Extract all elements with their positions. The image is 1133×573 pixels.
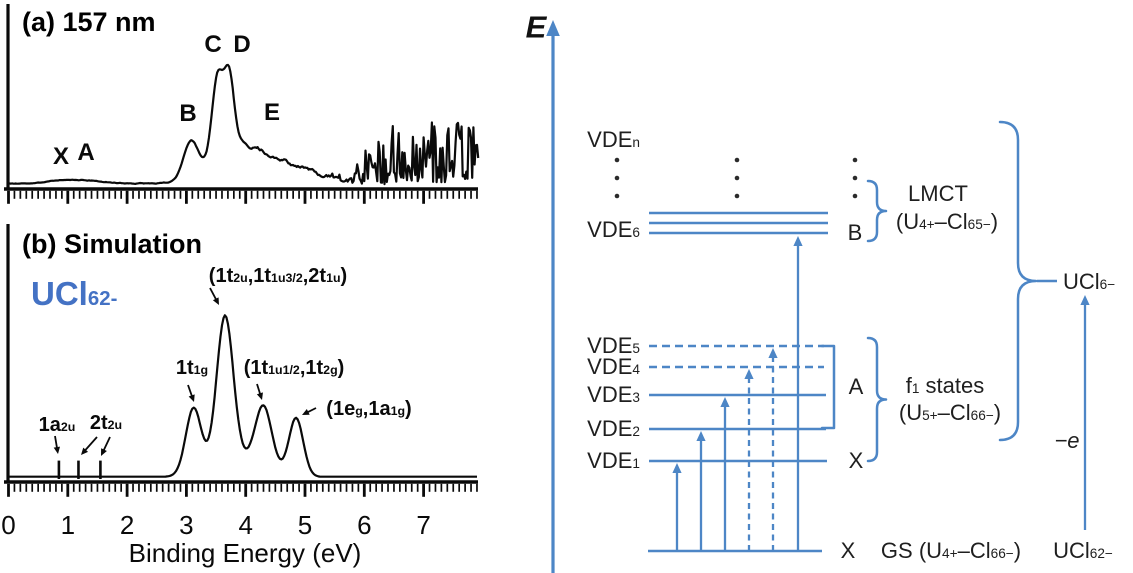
peak-label-arrow-head <box>188 394 195 402</box>
ellipsis-dot <box>614 157 620 163</box>
peak-label-arrow-head <box>101 448 107 456</box>
peak-label-arrow-head <box>302 409 310 415</box>
energy-axis-head <box>546 20 560 36</box>
peak-label-arrow <box>54 435 59 450</box>
ellipsis-dot <box>734 157 740 163</box>
ellipsis-dot <box>852 157 858 163</box>
peak-label-arrow <box>209 287 218 302</box>
peak-label-arrow-head <box>81 447 89 455</box>
peak-label-arrow <box>83 436 98 452</box>
f1-states-brace <box>866 336 888 463</box>
electron-detachment-arrow-head <box>1080 295 1090 305</box>
arrow-to-vde4-head <box>744 369 754 379</box>
ellipsis-dot <box>614 175 620 181</box>
ellipsis-dot <box>852 175 858 181</box>
a-state-bracket <box>820 344 836 430</box>
ucl6-minus-brace <box>998 120 1038 442</box>
arrow-to-lmct-head <box>793 236 803 246</box>
peak-label-arrow <box>102 436 111 452</box>
ellipsis-dot <box>734 175 740 181</box>
peak-label-arrow-head <box>256 392 263 400</box>
arrow-to-vde1-head <box>672 463 682 473</box>
ellipsis-dot <box>734 193 740 199</box>
ellipsis-dot <box>852 193 858 199</box>
arrow-to-vde5-head <box>768 348 778 358</box>
peak-label-arrow-head <box>53 446 61 454</box>
arrow-to-vde3-head <box>720 397 730 407</box>
ellipsis-dot <box>614 193 620 199</box>
peak-label-arrow <box>187 384 194 398</box>
spectrum-curve-a <box>8 63 480 186</box>
lmct-brace <box>866 179 888 243</box>
spectrum-curve-b <box>8 314 477 478</box>
peak-label-arrow-head <box>212 297 219 305</box>
arrow-to-vde2-head <box>696 431 706 441</box>
